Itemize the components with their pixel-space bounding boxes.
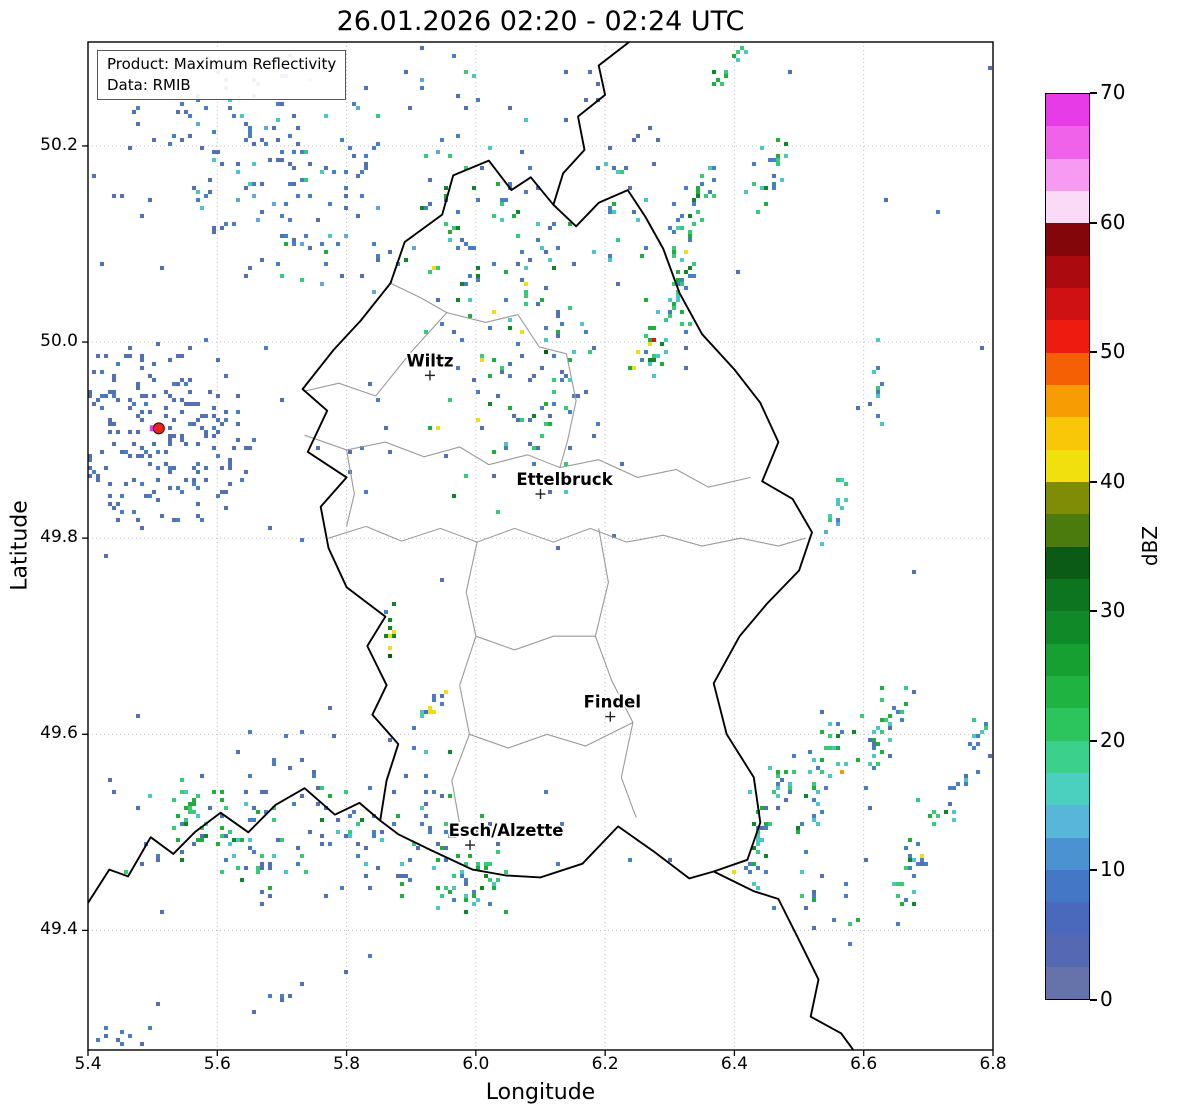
axes-ticks <box>82 145 994 1056</box>
x-tick-label: 6.0 <box>462 1054 490 1074</box>
plot-frame <box>87 41 994 1051</box>
colorbar-segment <box>1046 902 1089 935</box>
colorbar-tick-mark <box>1090 221 1097 224</box>
colorbar-tick-mark <box>1090 869 1097 872</box>
radar-map-canvas: Wiltz Ettelbruck Findel Esch/Alzette <box>82 41 994 1056</box>
fr_de-border <box>713 870 855 1050</box>
colorbar-segment <box>1046 255 1089 288</box>
colorbar-segment <box>1046 740 1089 773</box>
city-label: Findel <box>584 693 641 712</box>
colorbar-tick-mark <box>1090 480 1097 483</box>
y-tick-label: 49.4 <box>40 919 78 940</box>
city-label: Wiltz <box>406 351 453 370</box>
colorbar-tick-label: 50 <box>1100 339 1126 364</box>
radar-site-marker <box>149 422 165 435</box>
colorbar-segment <box>1046 675 1089 709</box>
colorbar-segment <box>1046 869 1089 903</box>
colorbar-label: dBZ <box>1138 525 1162 567</box>
city-label: Esch/Alzette <box>449 821 564 840</box>
colorbar-tick-label: 0 <box>1100 987 1113 1011</box>
colorbar-segment <box>1046 94 1089 127</box>
city-label: Ettelbruck <box>516 470 613 489</box>
y-axis-label: Latitude <box>7 500 33 591</box>
city-marker-findel: Findel <box>582 691 642 722</box>
city-markers: Wiltz Ettelbruck Findel Esch/Alzette <box>405 350 642 851</box>
colorbar-segment <box>1046 158 1089 191</box>
gridlines <box>87 42 994 1050</box>
colorbar-tick-mark <box>1090 739 1097 742</box>
city-marker-ettelbruck: Ettelbruck <box>515 469 615 500</box>
data-source-line: Data: RMIB <box>107 76 191 94</box>
x-axis-label: Longitude <box>485 1080 596 1105</box>
colorbar-tick-mark <box>1090 610 1097 613</box>
colorbar-segment <box>1046 320 1089 353</box>
be_de-border <box>552 42 631 206</box>
colorbar-segment <box>1046 417 1089 450</box>
x-tick-label: 5.4 <box>74 1054 102 1074</box>
x-tick-label: 5.8 <box>333 1054 361 1074</box>
fr_be-border <box>88 787 381 904</box>
y-tick-label: 50.2 <box>40 134 78 155</box>
product-info-box: Product: Maximum Reflectivity Data: RMIB <box>97 50 347 100</box>
colorbar-segment <box>1046 352 1089 385</box>
colorbar-segment <box>1046 384 1089 418</box>
colorbar-segment <box>1046 772 1089 806</box>
colorbar-segment <box>1046 934 1089 967</box>
colorbar-segment <box>1046 546 1089 579</box>
y-tick-label: 50.0 <box>40 331 78 352</box>
country-borders <box>88 42 855 1050</box>
colorbar-tick-label: 30 <box>1100 598 1126 623</box>
colorbar-segment <box>1046 514 1089 547</box>
y-tick-label: 49.8 <box>40 527 78 548</box>
colorbar-segment <box>1046 287 1089 321</box>
colorbar <box>1045 93 1090 1000</box>
x-tick-label: 6.2 <box>591 1054 619 1074</box>
canton-borders <box>304 282 806 825</box>
x-tick-label: 6.8 <box>979 1054 1007 1074</box>
city-marker-esch-alzette: Esch/Alzette <box>447 820 565 851</box>
colorbar-segment <box>1046 126 1089 159</box>
plot-title: 26.01.2026 02:20 - 02:24 UTC <box>336 6 745 37</box>
colorbar-segment <box>1046 708 1089 741</box>
x-tick-label: 6.6 <box>850 1054 878 1074</box>
luxembourg-border <box>301 159 813 880</box>
colorbar-tick-mark <box>1090 351 1097 354</box>
colorbar-segment <box>1046 837 1089 870</box>
x-tick-label: 5.6 <box>203 1054 231 1074</box>
colorbar-segment <box>1046 223 1089 256</box>
x-tick-label: 6.4 <box>720 1054 748 1074</box>
city-marker-wiltz: Wiltz <box>405 350 455 381</box>
colorbar-segment <box>1046 611 1089 644</box>
colorbar-tick-label: 60 <box>1100 209 1126 234</box>
colorbar-tick-mark <box>1090 92 1097 94</box>
colorbar-tick-mark <box>1090 999 1097 1001</box>
product-line: Product: Maximum Reflectivity <box>107 55 337 73</box>
y-tick-label: 49.6 <box>40 723 78 744</box>
radar-echoes <box>88 46 992 1046</box>
colorbar-tick-label: 10 <box>1100 857 1126 882</box>
colorbar-segment <box>1046 966 1089 1000</box>
colorbar-segment <box>1046 578 1089 612</box>
colorbar-tick-label: 20 <box>1100 727 1126 752</box>
colorbar-segment <box>1046 449 1089 482</box>
colorbar-segment <box>1046 805 1089 838</box>
colorbar-segment <box>1046 481 1089 515</box>
colorbar-segment <box>1046 643 1089 676</box>
colorbar-tick-label: 70 <box>1100 80 1126 104</box>
colorbar-tick-label: 40 <box>1100 468 1126 493</box>
colorbar-segment <box>1046 190 1089 224</box>
